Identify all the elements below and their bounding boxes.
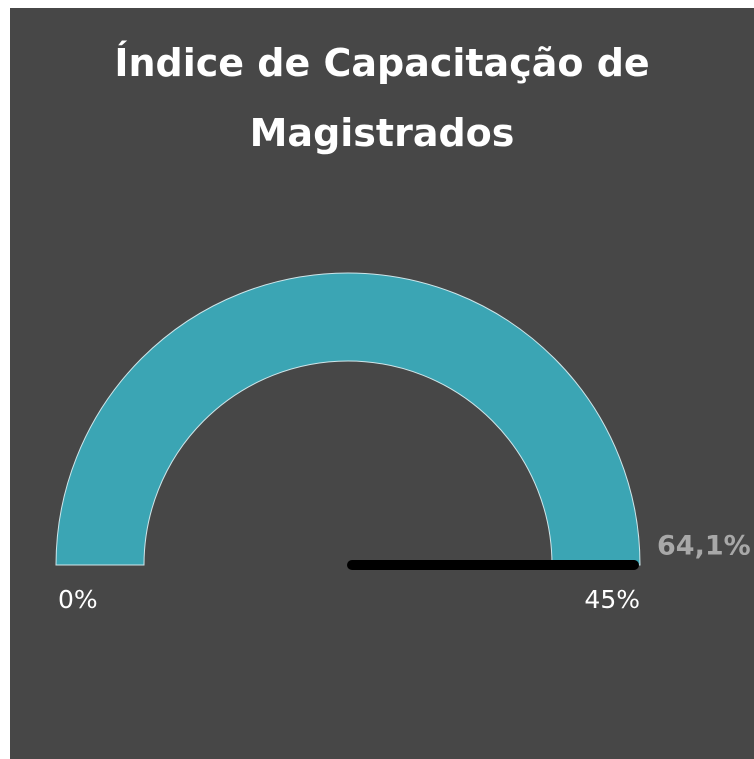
tick-label: 45% [584,585,640,614]
tick-label: 0% [58,585,98,614]
gauge-arc [55,272,641,566]
chart-title: Índice de Capacitação de Magistrados [114,41,650,155]
value-label: 64,1% [657,531,751,562]
